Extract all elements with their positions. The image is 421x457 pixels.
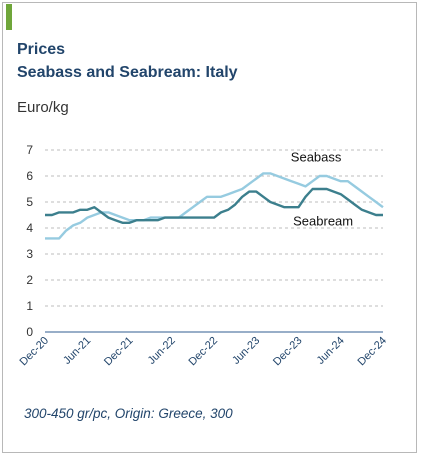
y-tick-label: 4 <box>26 221 33 235</box>
x-tick-label: Jun-21 <box>61 335 93 367</box>
x-tick-label: Jun-24 <box>315 335 347 367</box>
y-tick-label: 3 <box>26 247 33 261</box>
series-line-seabream <box>45 187 383 225</box>
x-tick-label: Dec-22 <box>187 335 221 369</box>
x-tick-label: Dec-23 <box>271 335 305 369</box>
y-tick-label: 5 <box>26 195 33 209</box>
x-tick-label: Dec-24 <box>356 335 390 369</box>
y-tick-label: 0 <box>26 325 33 339</box>
chart-footnote: 300-450 gr/pc, Origin: Greece, 300 <box>24 406 233 421</box>
x-tick-label: Jun-23 <box>230 335 262 367</box>
accent-bar <box>6 4 12 30</box>
chart-title: Prices <box>17 41 66 58</box>
y-tick-label: 1 <box>26 299 33 313</box>
chart-subtitle: Seabass and Seabream: Italy <box>17 64 238 81</box>
y-tick-label: 7 <box>26 143 33 157</box>
series-annotation-seabass: Seabass <box>291 150 342 165</box>
series-line-seabass <box>45 172 384 240</box>
y-tick-label: 2 <box>26 273 33 287</box>
y-axis-unit-label: Euro/kg <box>17 99 69 116</box>
y-tick-label: 6 <box>26 169 33 183</box>
x-tick-label: Dec-21 <box>102 335 136 369</box>
series-annotation-seabream: Seabream <box>293 213 353 228</box>
x-tick-label: Dec-20 <box>18 335 52 369</box>
x-tick-label: Jun-22 <box>146 335 178 367</box>
